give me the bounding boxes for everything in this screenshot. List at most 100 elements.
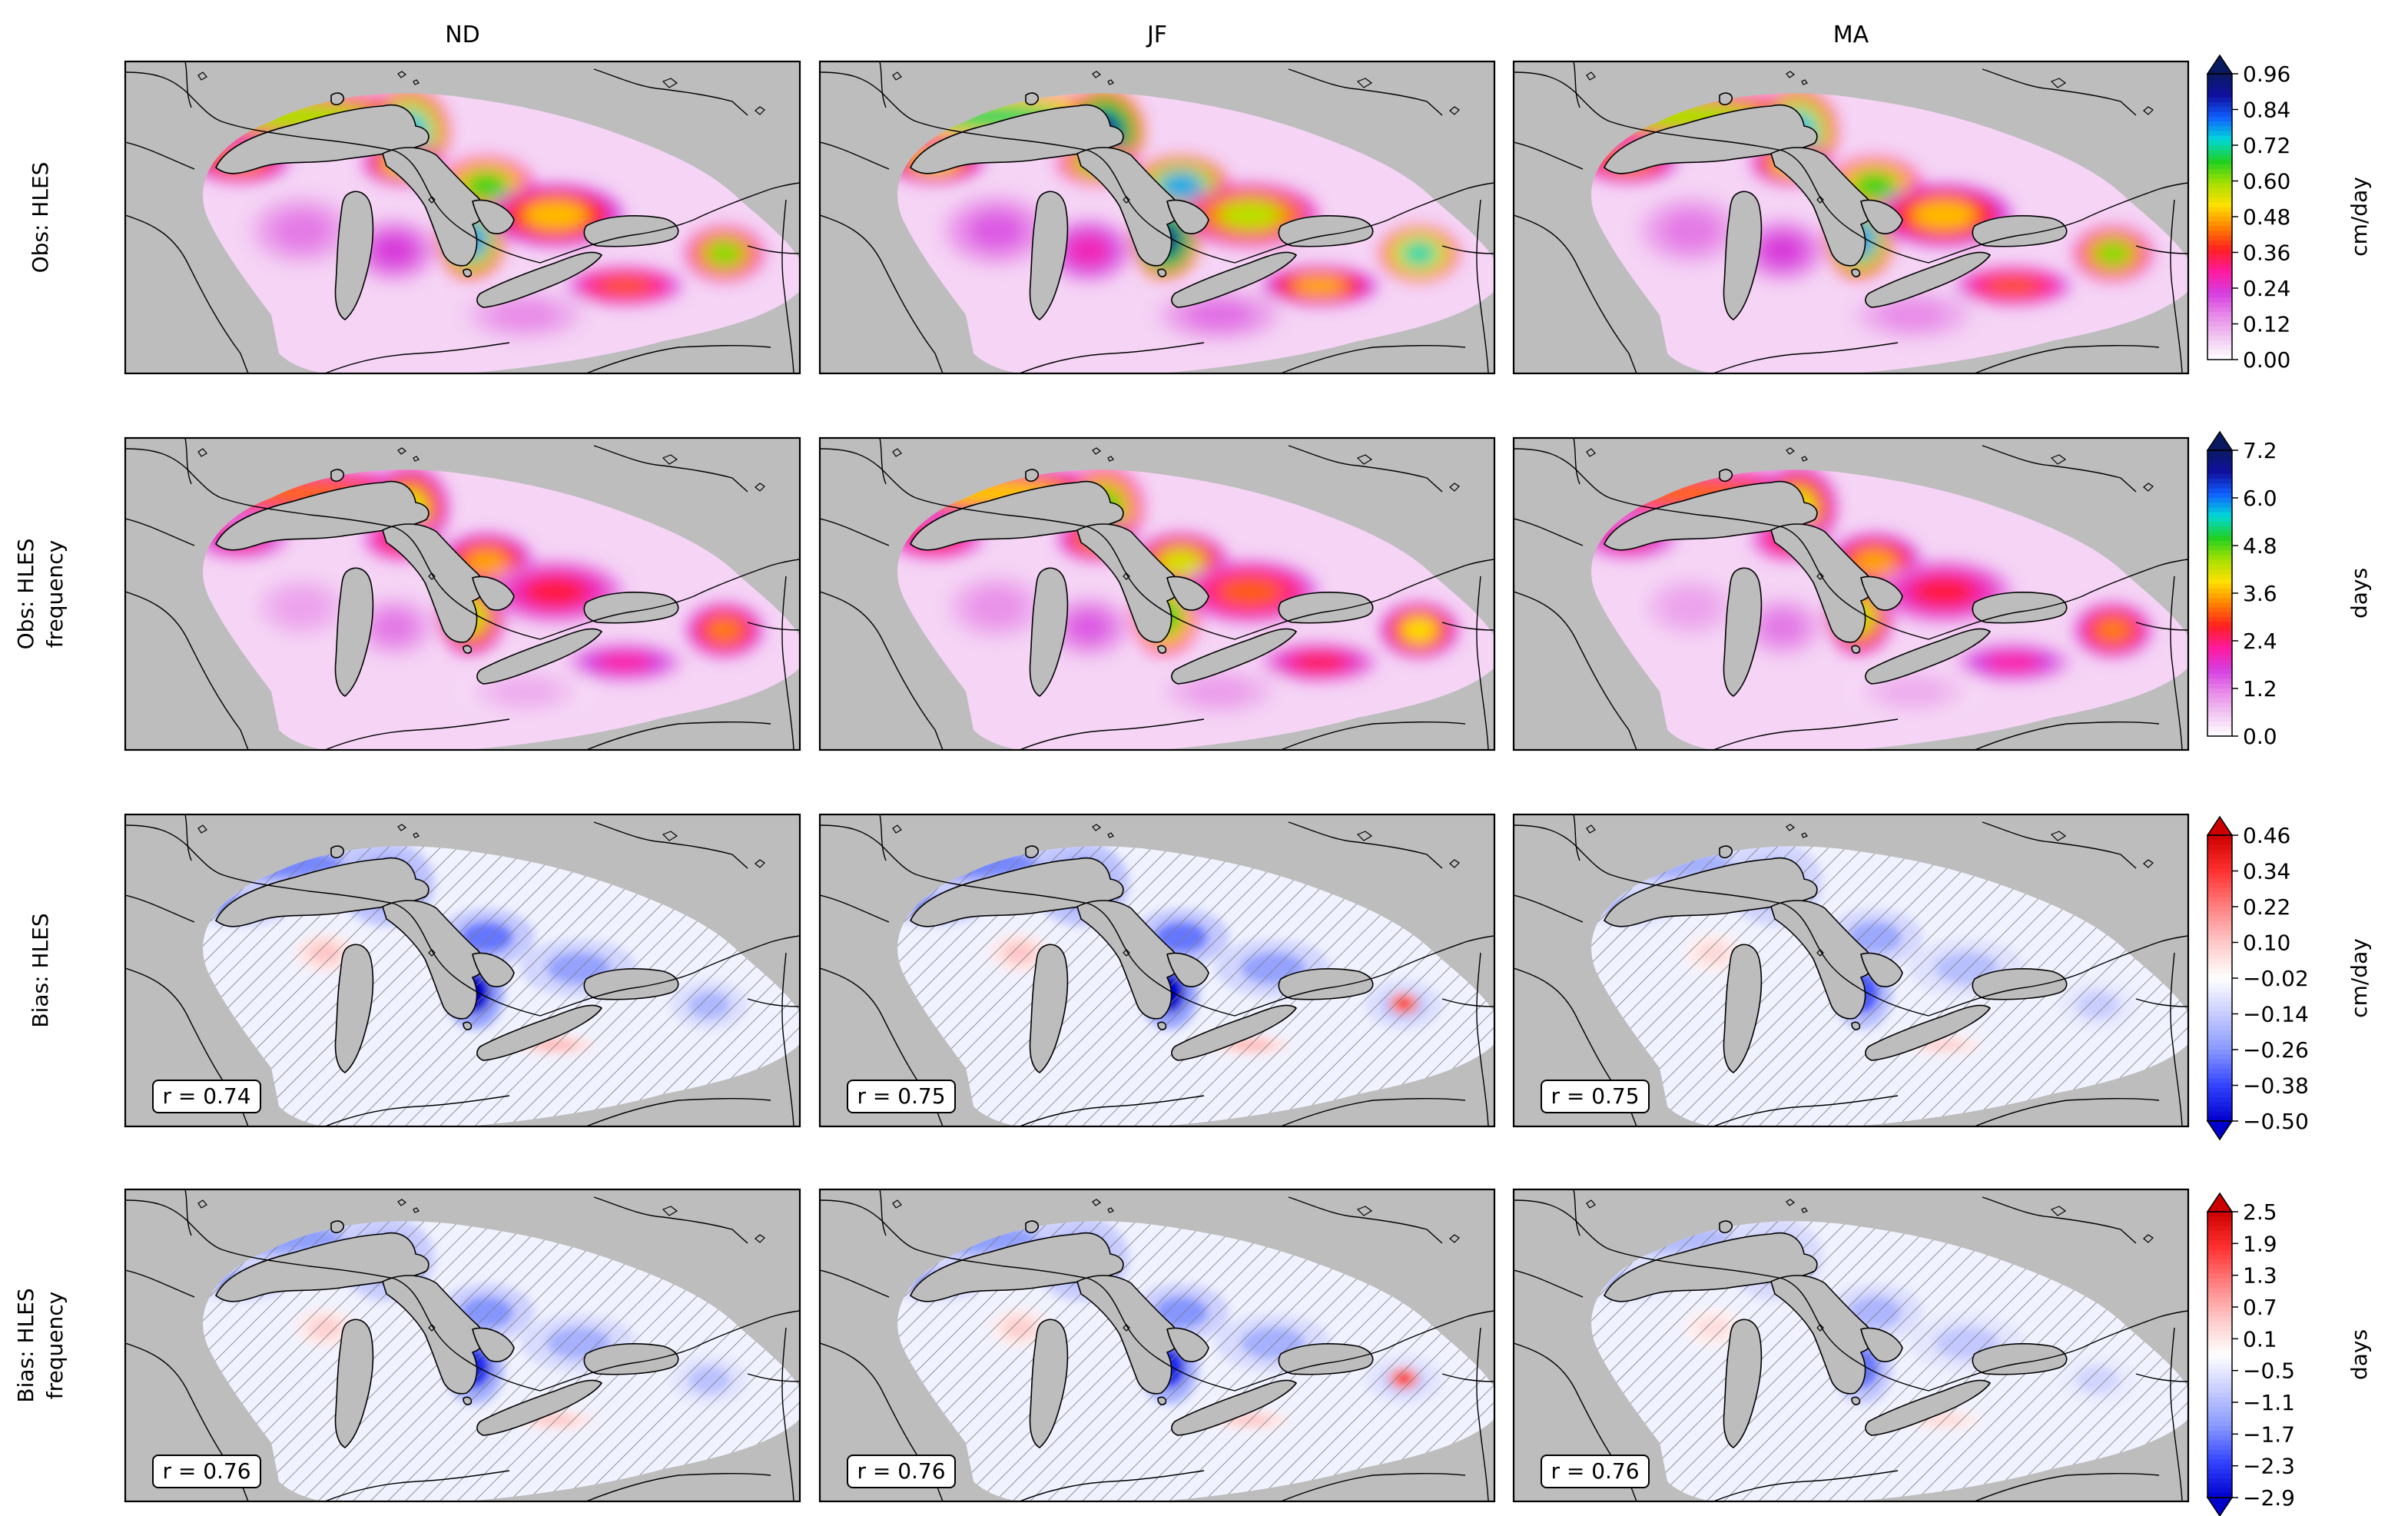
colorbar-segment	[2207, 579, 2232, 585]
coastline-detail	[1816, 572, 1824, 580]
colorbar-segment	[2207, 844, 2232, 851]
colorbar-segment	[2207, 954, 2232, 960]
colorbar-segment	[2207, 550, 2232, 556]
colorbar-segment	[2207, 598, 2232, 603]
border-line	[1573, 61, 1580, 108]
colorbar-segment	[2207, 211, 2232, 217]
correlation-label: r = 0.76	[152, 1455, 261, 1488]
colorbar-segment	[2207, 688, 2232, 694]
lake	[476, 1004, 603, 1061]
colorbar-segment	[2207, 512, 2232, 518]
lake	[1076, 900, 1179, 1020]
colorbar-segment	[2207, 202, 2232, 208]
lake	[1719, 1220, 1733, 1234]
lake	[330, 92, 345, 106]
colorbar-segment	[2207, 1483, 2232, 1489]
lake	[1278, 215, 1374, 247]
lake	[472, 1327, 515, 1362]
colorbar-segment	[2207, 135, 2232, 141]
colorbar-segment	[2207, 959, 2232, 964]
border-line	[879, 61, 887, 108]
colorbar-segment	[2207, 498, 2232, 503]
colorbar: 0.96 0.84 0.72 0.60 0.48 0.36 0.24 0.12 0.00 cm/d…	[2206, 54, 2372, 373]
colorbar-segment	[2207, 655, 2232, 661]
border-line	[324, 342, 510, 373]
colorbar-segment	[2207, 293, 2232, 298]
colorbar-segment	[2207, 588, 2232, 594]
border-line	[781, 1327, 794, 1501]
coastline-detail	[2050, 78, 2067, 88]
colorbar-tick-label: 1.2	[2243, 676, 2277, 702]
colorbar-segment	[2207, 259, 2232, 265]
lake	[463, 268, 473, 277]
lake	[1166, 576, 1209, 611]
coastline-detail	[1816, 1324, 1824, 1332]
row-label-line: Bias: HLES	[13, 1288, 38, 1402]
lake	[463, 1021, 473, 1030]
lake	[330, 469, 345, 483]
map-panel: r = 0.75	[818, 813, 1496, 1128]
colorbar-segment	[2207, 522, 2232, 527]
colorbar-segment	[2207, 864, 2232, 869]
border-line	[820, 894, 890, 923]
colorbar-segment	[2207, 1068, 2232, 1074]
lake	[1029, 567, 1069, 697]
colorbar-segment	[2207, 288, 2232, 294]
lake	[476, 628, 603, 685]
coastline-detail	[2143, 1234, 2154, 1243]
colorbar-segment	[2207, 916, 2232, 922]
colorbar-segment	[2207, 978, 2232, 984]
correlation-value: r = 0.76	[857, 1458, 945, 1484]
border-line	[1974, 1098, 2160, 1126]
map-panel	[124, 436, 801, 751]
border-line	[1514, 448, 2188, 640]
coastline-detail	[1449, 483, 1460, 492]
colorbar-segment	[2207, 1083, 2232, 1089]
colorbar-segment	[2207, 178, 2232, 184]
colorbar-tick-label: 0.72	[2243, 133, 2290, 158]
colorbar-segment	[2207, 183, 2232, 189]
colorbar-segment	[2207, 1278, 2232, 1284]
panel-frame	[1512, 60, 2190, 375]
lake	[1770, 900, 1873, 1020]
colorbar-extend-max	[2206, 1192, 2234, 1212]
colorbar-segment	[2207, 1359, 2232, 1365]
lake	[1278, 592, 1374, 624]
colorbar-segment	[2207, 712, 2232, 718]
colorbar-segment	[2207, 593, 2232, 599]
colorbar-extend-max	[2206, 815, 2234, 836]
lake	[330, 845, 345, 859]
colorbar-segment	[2207, 1383, 2232, 1388]
border-line	[125, 1199, 800, 1392]
border-line	[125, 214, 249, 373]
coastline-detail	[892, 448, 902, 457]
colorbar-segment	[2207, 264, 2232, 270]
colorbar-segment	[2207, 1226, 2232, 1232]
lake	[1029, 1319, 1069, 1448]
colorbar-segment	[2207, 1007, 2232, 1012]
border-line	[1713, 718, 1899, 750]
colorbar-segment	[2207, 126, 2232, 131]
colorbar-segment	[2207, 968, 2232, 974]
coastline-detail	[1356, 78, 1373, 88]
border-line	[1441, 245, 1494, 254]
colorbar-segment	[2207, 987, 2232, 994]
row-label: Bias: HLES frequency	[13, 1288, 68, 1402]
colorbar-segment	[2207, 1388, 2232, 1394]
border-line	[1514, 824, 2188, 1017]
colorbar-segment	[2207, 1292, 2232, 1299]
colorbar-segment	[2207, 901, 2232, 907]
coastline-detail	[428, 949, 436, 957]
border-line	[585, 345, 771, 373]
lake	[334, 567, 374, 697]
colorbar-tick-label: −1.7	[2243, 1421, 2295, 1447]
colorbar-tick-label: −0.50	[2243, 1109, 2309, 1134]
colorbar-segment	[2207, 683, 2232, 689]
lake	[1719, 845, 1733, 859]
border-line	[2170, 576, 2183, 750]
colorbar-tick-label: 1.9	[2243, 1231, 2277, 1256]
coastline-detail	[1107, 79, 1114, 85]
colorbar-segment	[2207, 726, 2232, 732]
colorbar-segment	[2207, 973, 2232, 979]
